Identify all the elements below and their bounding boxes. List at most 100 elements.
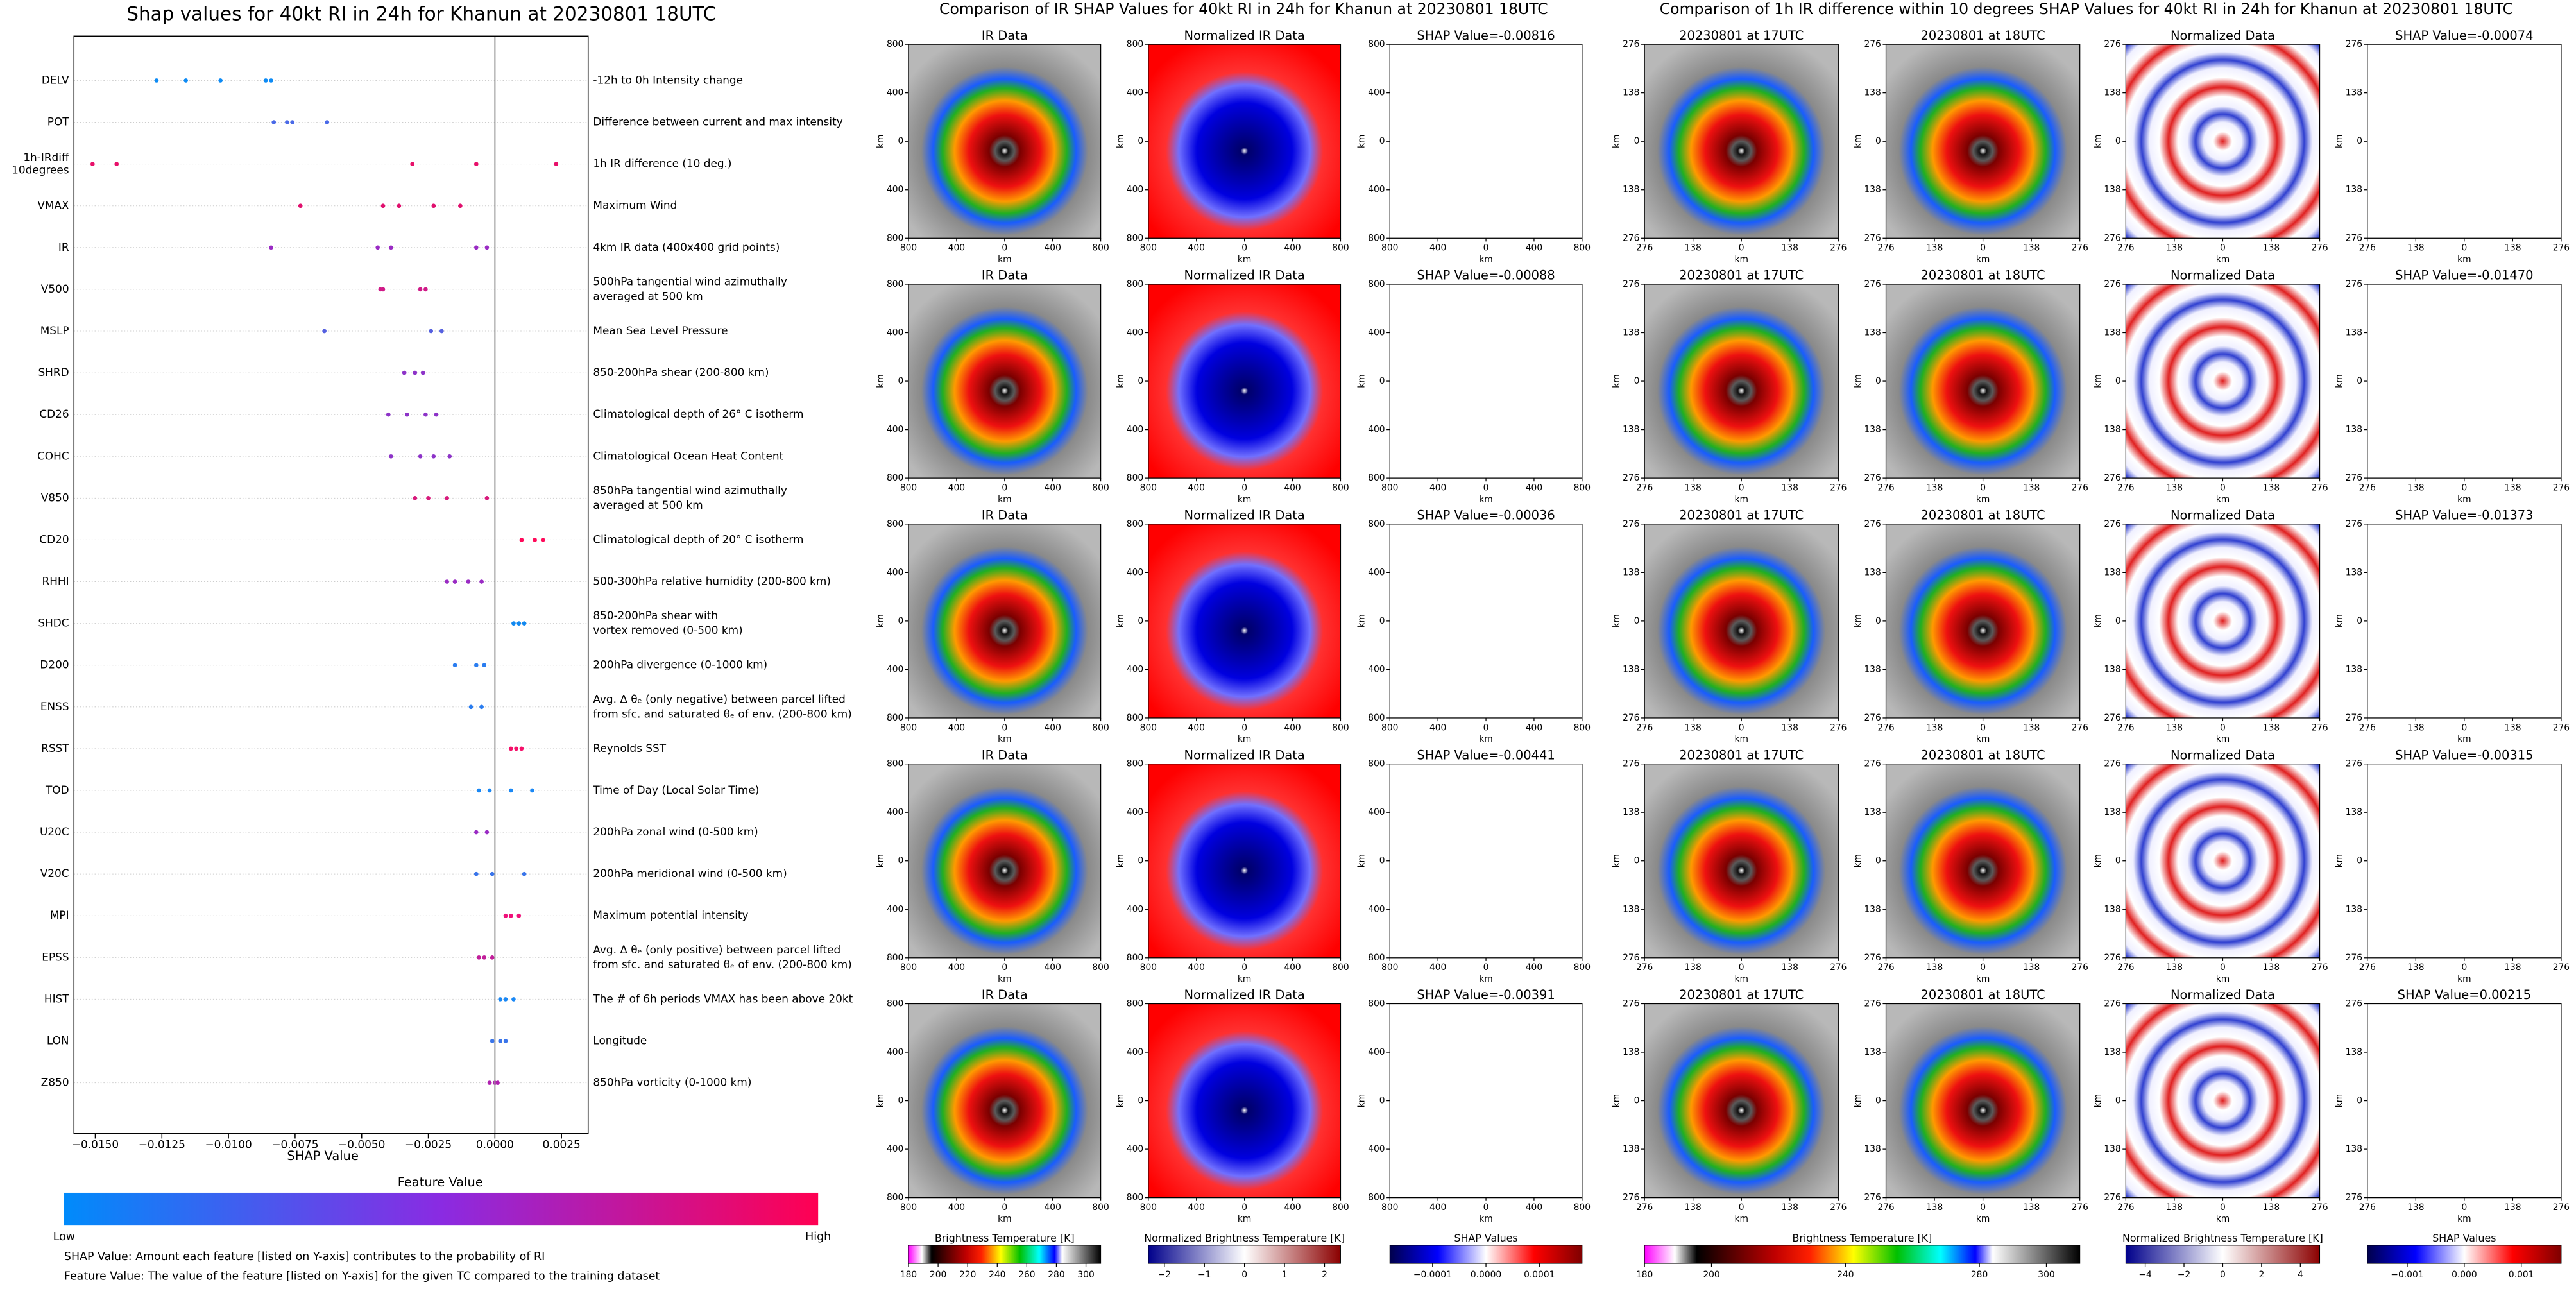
colorbar-tick-label: 280	[1048, 1270, 1064, 1280]
x-tick-label: 138	[1684, 1202, 1701, 1213]
x-tick-label: 0	[2461, 243, 2467, 253]
y-tick-label: 400	[1127, 425, 1143, 435]
x-tick-label: 800	[1574, 482, 1591, 493]
y-tick-label: 276	[2104, 519, 2120, 529]
feature-label: 1h-IRdiff	[23, 151, 69, 164]
y-tick-label: 800	[1368, 713, 1385, 723]
x-tick-label: 138	[1684, 243, 1701, 253]
y-axis-label: km	[1115, 1094, 1125, 1107]
colorbar-tick-label: 0.0000	[1471, 1270, 1501, 1280]
y-tick-label: 276	[1864, 233, 1881, 243]
x-tick-label: 400	[1429, 1202, 1446, 1213]
x-tick-label: 800	[1332, 962, 1349, 973]
x-tick-label: 276	[2359, 243, 2376, 253]
x-tick-label: 800	[1332, 722, 1349, 733]
shap-point	[482, 955, 487, 960]
x-axis-label: km	[2216, 974, 2230, 984]
feature-description: averaged at 500 km	[593, 289, 703, 302]
x-tick-label: 138	[2023, 722, 2040, 733]
x-tick-label: 400	[1429, 482, 1446, 493]
x-tick-label: 276	[1636, 722, 1653, 733]
y-axis-label: km	[1357, 134, 1367, 148]
panel-title: Normalized Data	[2171, 987, 2275, 1002]
panel-title: IR Data	[982, 508, 1028, 523]
shap-point	[418, 287, 423, 292]
y-tick-label: 276	[1864, 713, 1881, 723]
colorbar-title: Normalized Brightness Temperature [K]	[2122, 1232, 2323, 1244]
y-tick-label: 276	[1864, 279, 1881, 289]
y-axis-label: km	[875, 374, 885, 388]
panel-image	[2367, 44, 2561, 239]
y-tick-label: 138	[1864, 425, 1881, 435]
x-tick-label: 138	[2407, 962, 2424, 973]
y-tick-label: 138	[2104, 1144, 2120, 1154]
x-tick-label: 800	[1092, 482, 1109, 493]
feature-label: SHRD	[38, 366, 69, 379]
x-tick-label: 400	[1045, 482, 1061, 493]
colorbar	[2125, 1245, 2321, 1264]
panel-image	[1886, 524, 2080, 718]
colorbar	[2367, 1245, 2562, 1264]
y-tick-label: 276	[2346, 713, 2362, 723]
x-tick-label: 276	[2117, 722, 2134, 733]
y-tick-label: 0	[898, 856, 904, 866]
y-tick-label: 400	[887, 328, 903, 338]
x-tick-label: 138	[2407, 482, 2424, 493]
x-tick-label: 0	[2461, 962, 2467, 973]
y-axis-label: km	[1853, 854, 1863, 867]
y-tick-label: 400	[1368, 425, 1385, 435]
y-tick-label: 138	[2346, 567, 2362, 577]
shap-point	[263, 78, 268, 83]
y-tick-label: 276	[1864, 759, 1881, 769]
shap-point	[540, 538, 545, 542]
panel-image	[1390, 1003, 1582, 1198]
panel-title: SHAP Value=-0.00391	[1417, 987, 1555, 1002]
x-tick-label: 276	[2311, 722, 2328, 733]
x-tick-label: 138	[2263, 722, 2280, 733]
y-tick-label: 0	[898, 136, 904, 146]
x-tick-label: −0.0125	[139, 1138, 185, 1151]
y-tick-label: 276	[1623, 39, 1639, 49]
x-tick-label: 0	[1002, 482, 1007, 493]
x-tick-label: 138	[1926, 482, 1943, 493]
x-tick-label: 138	[1782, 722, 1798, 733]
feature-description: 850hPa vorticity (0-1000 km)	[593, 1076, 751, 1089]
shap-point	[473, 871, 479, 876]
panel-title: 20230801 at 17UTC	[1679, 28, 1804, 43]
shap-point	[452, 579, 457, 584]
y-tick-label: 0	[2357, 1096, 2362, 1106]
x-tick-label: 276	[1636, 482, 1653, 493]
feature-label: COHC	[37, 449, 69, 462]
panel-image	[2367, 764, 2561, 958]
x-tick-label: 276	[2553, 243, 2570, 253]
y-axis-label: km	[2093, 374, 2103, 388]
x-axis-label: km	[1238, 974, 1251, 984]
x-tick-label: 276	[2071, 482, 2088, 493]
panel-title: Normalized Data	[2171, 28, 2275, 43]
feature-label: VMAX	[37, 199, 69, 212]
y-tick-label: 800	[887, 519, 903, 529]
y-tick-label: 0	[1875, 1096, 1881, 1106]
x-tick-label: 138	[2023, 962, 2040, 973]
panel-title: Normalized Data	[2171, 747, 2275, 762]
x-tick-label: 400	[948, 962, 965, 973]
panel-title: SHAP Value=-0.00816	[1417, 28, 1555, 43]
y-tick-label: 800	[1368, 233, 1385, 243]
x-tick-label: 400	[948, 243, 965, 253]
x-axis-label: km	[998, 974, 1011, 984]
x-tick-label: 276	[1877, 243, 1894, 253]
x-tick-label: 0	[1483, 1202, 1489, 1213]
y-tick-label: 400	[1368, 1144, 1385, 1154]
y-tick-label: 138	[1623, 807, 1639, 817]
x-axis-label: km	[1734, 494, 1748, 504]
x-tick-label: 800	[900, 482, 917, 493]
colorbar-tick-label: −2	[1158, 1270, 1171, 1280]
x-tick-label: 138	[2407, 1202, 2424, 1213]
shap-point	[503, 997, 508, 1002]
feature-label: EPSS	[42, 950, 69, 963]
y-tick-label: 0	[898, 616, 904, 626]
y-tick-label: 800	[1368, 759, 1385, 769]
feature-label: CD26	[39, 407, 69, 420]
shap-point	[466, 579, 471, 584]
panel-image	[1390, 764, 1582, 958]
